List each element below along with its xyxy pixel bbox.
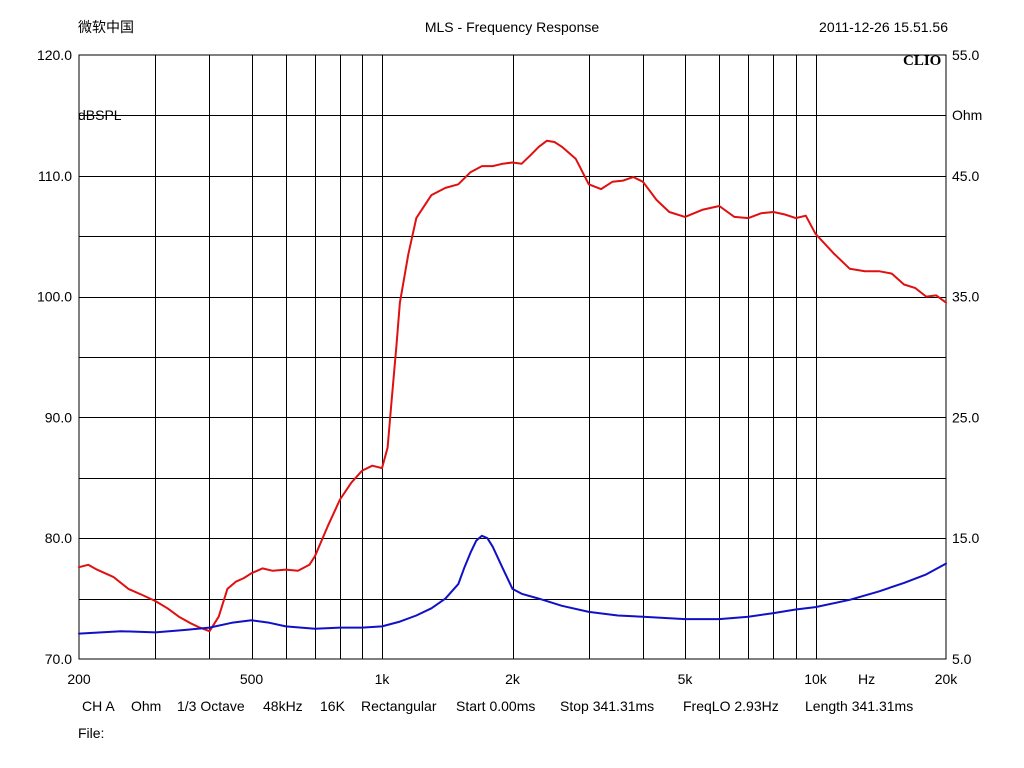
x-axis-unit-label: Hz [858,671,876,687]
chart-title: MLS - Frequency Response [424,19,600,35]
header-app-label: 微软中国 [78,19,134,35]
x-tick-label: 20k [935,671,959,687]
y-right-tick-label: 15.0 [952,530,979,546]
x-tick-label: 10k [804,671,828,687]
y-right-tick-label: 45.0 [952,168,979,184]
y-left-tick-label: 90.0 [45,409,72,425]
y-left-axis-label: dBSPL [78,107,122,123]
footer-size: 16K [320,698,345,714]
x-tick-label: 500 [240,671,264,687]
footer-start: Start 0.00ms [456,698,536,714]
footer-smoothing: 1/3 Octave [177,698,245,714]
footer-freqlo: FreqLO 2.93Hz [683,698,779,714]
x-tick-label: 2k [505,671,521,687]
y-right-tick-label: 5.0 [952,651,972,667]
footer-channel: CH A [82,698,115,714]
y-right-tick-label: 35.0 [952,289,979,305]
clio-logo: CLIO [903,53,942,69]
spl-series-line [78,139,947,633]
y-right-tick-label: 25.0 [952,409,979,425]
footer-length: Length 341.31ms [805,698,914,714]
series-layer [78,139,947,635]
x-tick-label: 200 [67,671,91,687]
y-right-tick-label: 55.0 [952,47,979,63]
x-tick-label: 1k [375,671,391,687]
y-left-tick-label: 70.0 [45,651,72,667]
header-timestamp: 2011-12-26 15.51.56 [819,19,948,35]
footer-unit: Ohm [131,698,162,714]
y-right-axis-label: Ohm [952,107,983,123]
impedance-series-line [78,534,947,635]
y-left-tick-label: 80.0 [45,530,72,546]
y-left-tick-label: 100.0 [37,289,72,305]
y-left-tick-label: 120.0 [37,47,72,63]
grid-lines [79,55,946,659]
x-tick-label: 5k [678,671,694,687]
footer-stop: Stop 341.31ms [560,698,655,714]
axis-tick-labels: 200 500 1k 2k 5k 10k 20k 120.0 110.0 100.0 90.0 80.… [37,47,980,687]
footer-file-label: File: [78,725,105,741]
footer-window: Rectangular [361,698,437,714]
footer-sample-rate: 48kHz [263,698,303,714]
y-left-tick-label: 110.0 [38,168,72,184]
